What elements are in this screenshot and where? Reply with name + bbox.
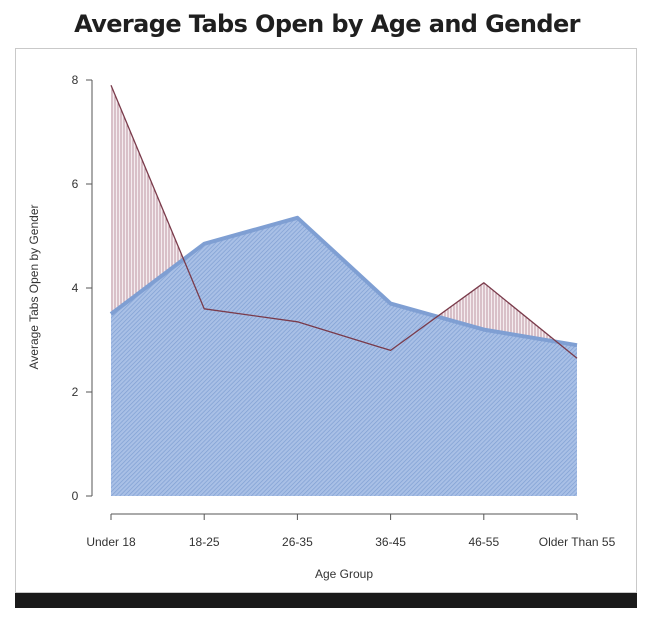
x-tick-label: 36-45 [375,535,406,549]
bottom-bar [15,593,637,608]
x-tick-label: 18-25 [189,535,220,549]
y-tick-label: 6 [72,177,79,191]
x-tick-label: 26-35 [282,535,313,549]
y-tick-label: 4 [72,281,79,295]
x-tick-label: Older Than 55 [539,535,616,549]
chart-title: Average Tabs Open by Age and Gender [74,10,580,38]
series-1-line [109,215,578,348]
series-1-area [111,217,577,497]
y-axis: 0 2 4 6 8 [72,73,93,503]
y-tick-label: 2 [72,385,79,399]
y-tick-label: 0 [72,489,79,503]
y-tick-label: 8 [72,73,79,87]
x-tick-label: 46-55 [468,535,499,549]
x-axis-title: Age Group [315,567,373,581]
y-axis-title: Average Tabs Open by Gender [27,204,41,369]
x-axis: Under 18 18-25 26-35 36-45 46-55 Older Than 5… [86,513,616,549]
series-layer [109,84,578,497]
series-2-line [110,84,578,359]
x-tick-label: Under 18 [86,535,136,549]
